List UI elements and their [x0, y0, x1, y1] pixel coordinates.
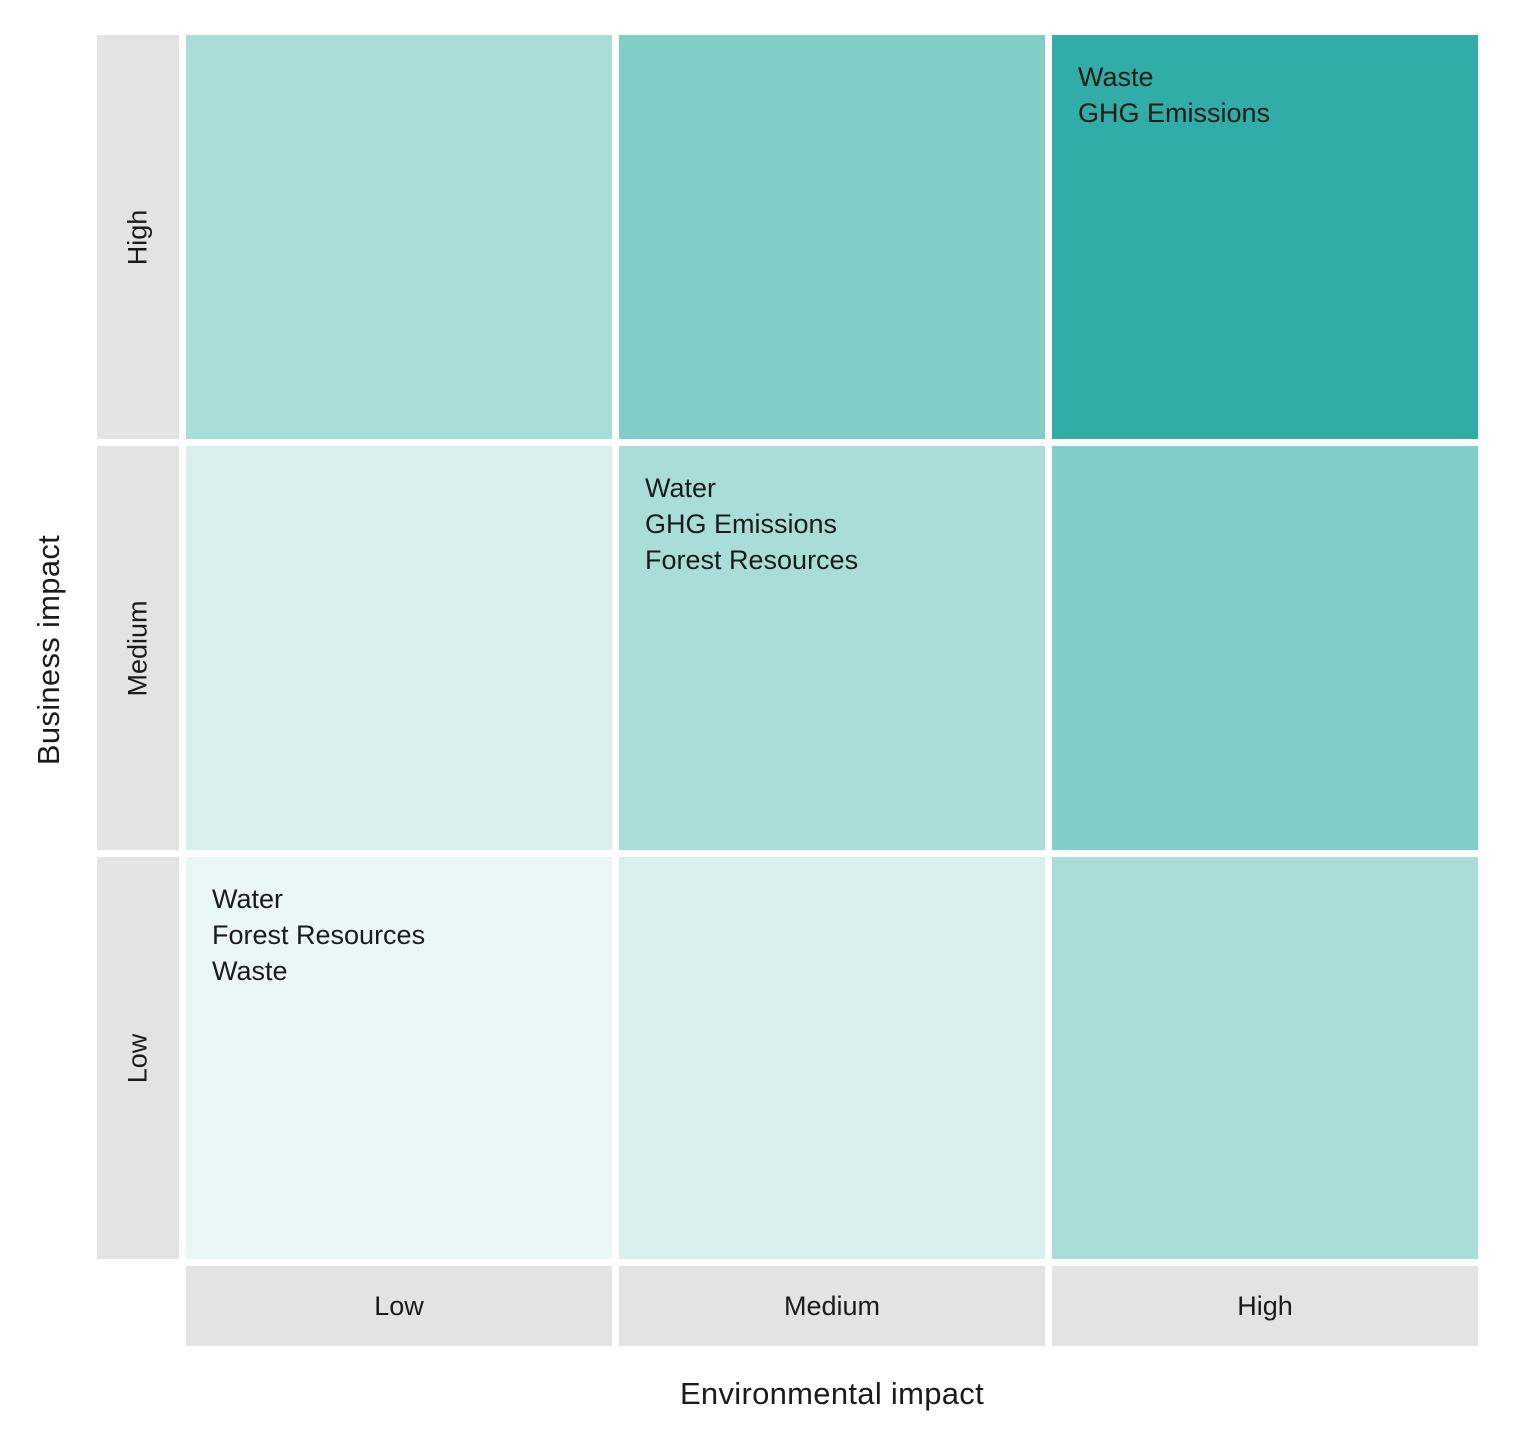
- x-axis-title-text: Environmental impact: [679, 1376, 985, 1411]
- cell-item: GHG Emissions: [645, 509, 838, 539]
- col-header-medium: Medium: [619, 1266, 1045, 1346]
- matrix-grid: High Waste GHG Emissions Medium Water: [97, 35, 1478, 1346]
- col-header-medium-label: Medium: [783, 1290, 881, 1321]
- cell-item: GHG Emissions: [1078, 98, 1271, 128]
- cell-high-low: [186, 35, 612, 439]
- cell-item: Waste: [212, 956, 288, 986]
- col-header-high: High: [1052, 1266, 1478, 1346]
- col-header-low: Low: [186, 1266, 612, 1346]
- cell-high-medium: [619, 35, 1045, 439]
- row-header-low-label: Low: [122, 1033, 153, 1083]
- y-axis-title: Business impact: [14, 35, 84, 1265]
- cell-medium-high: [1052, 446, 1478, 850]
- col-header-high-label: High: [1237, 1290, 1293, 1321]
- cell-low-high: [1052, 857, 1478, 1259]
- row-header-low: Low: [97, 857, 179, 1259]
- col-header-low-label: Low: [374, 1290, 424, 1321]
- row-header-medium-label: Medium: [122, 599, 153, 697]
- row-header-medium: Medium: [97, 446, 179, 850]
- cell-item: Forest Resources: [212, 920, 426, 950]
- cell-high-high: Waste GHG Emissions: [1052, 35, 1478, 439]
- cell-low-medium: [619, 857, 1045, 1259]
- cell-item: Water: [645, 473, 717, 503]
- x-axis-title: Environmental impact: [186, 1376, 1478, 1412]
- cell-low-low: Water Forest Resources Waste: [186, 857, 612, 1259]
- row-header-high-label: High: [122, 209, 153, 265]
- cell-item: Forest Resources: [645, 545, 859, 575]
- cell-medium-low: [186, 446, 612, 850]
- cell-medium-medium: Water GHG Emissions Forest Resources: [619, 446, 1045, 850]
- y-axis-title-text: Business impact: [31, 534, 66, 766]
- cell-item: Waste: [1078, 62, 1154, 92]
- grid-corner-spacer: [97, 1266, 179, 1346]
- cell-item: Water: [212, 884, 284, 914]
- row-header-high: High: [97, 35, 179, 439]
